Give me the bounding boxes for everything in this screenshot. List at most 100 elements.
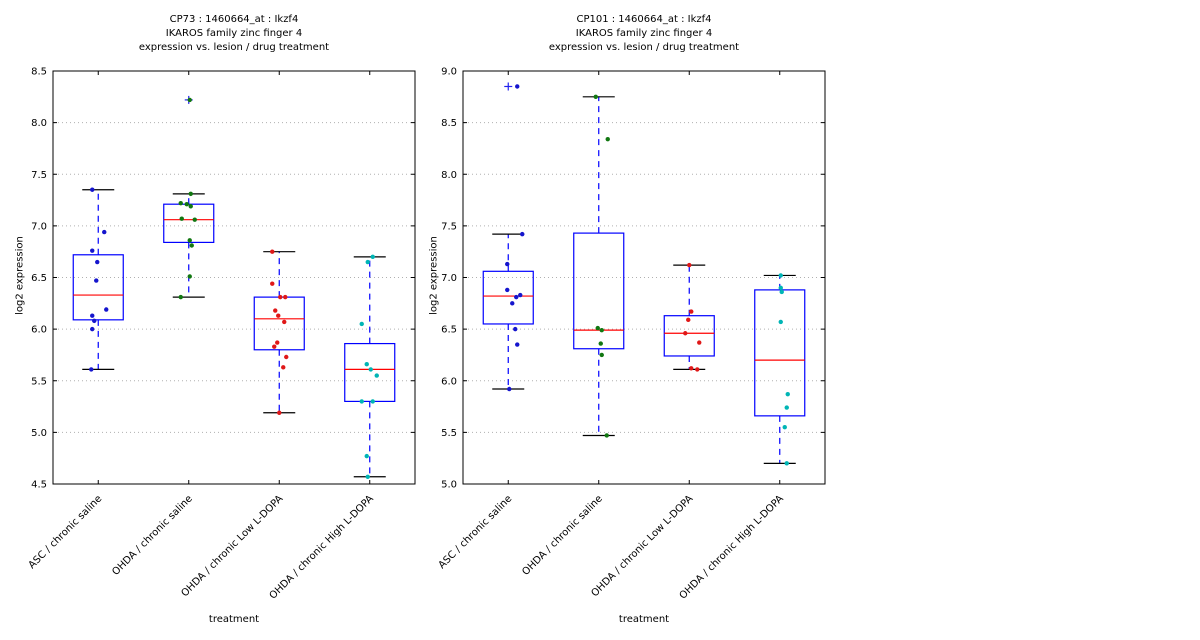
right-title-line2: IKAROS family zinc finger 4 bbox=[575, 28, 713, 39]
x-category-label: OHDA / chronic Low L-DOPA bbox=[179, 493, 285, 599]
data-point bbox=[687, 262, 692, 268]
data-point bbox=[283, 294, 288, 300]
data-point bbox=[515, 84, 520, 89]
data-point bbox=[778, 285, 783, 291]
data-point bbox=[359, 321, 364, 327]
data-point bbox=[782, 425, 787, 430]
data-point bbox=[364, 453, 369, 459]
data-point bbox=[94, 278, 99, 283]
data-point bbox=[784, 405, 789, 410]
data-point bbox=[187, 238, 192, 243]
box-group bbox=[163, 95, 215, 300]
box bbox=[163, 203, 215, 243]
data-point bbox=[270, 249, 275, 254]
y-tick-label: 5.5 bbox=[31, 376, 47, 387]
data-point bbox=[270, 281, 275, 286]
left-y-axis-label: log2 expression bbox=[14, 236, 26, 315]
data-point bbox=[90, 248, 95, 253]
y-tick-label: 7.0 bbox=[31, 221, 47, 232]
data-point bbox=[695, 367, 700, 372]
data-point bbox=[507, 386, 512, 392]
y-tick-label: 6.5 bbox=[441, 325, 457, 336]
data-point bbox=[275, 340, 280, 345]
data-point bbox=[605, 136, 610, 142]
y-tick-label: 9.0 bbox=[441, 67, 457, 78]
y-tick-label: 6.5 bbox=[31, 273, 47, 284]
box bbox=[573, 232, 625, 350]
data-point bbox=[368, 367, 373, 372]
data-point bbox=[513, 326, 518, 332]
x-category-label: OHDA / chronic saline bbox=[110, 493, 195, 578]
y-tick-label: 8.0 bbox=[441, 170, 457, 181]
x-category-label: ASC / chronic saline bbox=[437, 493, 515, 571]
x-category-label: OHDA / chronic saline bbox=[520, 493, 605, 578]
data-point bbox=[89, 367, 94, 372]
data-point bbox=[778, 273, 783, 278]
right-chart-title: CP101 : 1460664_at : Ikzf4 IKAROS family… bbox=[463, 13, 825, 55]
data-point bbox=[284, 354, 289, 360]
data-point bbox=[90, 187, 95, 192]
y-tick-label: 5.0 bbox=[441, 480, 457, 491]
data-point bbox=[604, 433, 609, 438]
data-point bbox=[370, 254, 375, 260]
box bbox=[482, 270, 534, 325]
left-plot: 4.5 5.0 5.5 6.0 6.5 7.0 7.5 8.0 8.5 ASC / chronic… bbox=[27, 67, 416, 602]
data-point bbox=[778, 319, 783, 325]
box-group bbox=[253, 249, 305, 415]
data-point bbox=[273, 308, 278, 313]
x-category-label: OHDA / chronic High L-DOPA bbox=[268, 493, 376, 601]
data-point bbox=[689, 366, 694, 371]
y-tick-label: 4.5 bbox=[31, 480, 47, 491]
left-title-line1: CP73 : 1460664_at : Ikzf4 bbox=[169, 14, 299, 25]
data-point bbox=[95, 259, 100, 265]
data-point bbox=[188, 204, 193, 209]
box bbox=[72, 254, 124, 321]
data-point bbox=[359, 399, 364, 404]
y-tick-label: 7.0 bbox=[441, 273, 457, 284]
data-point bbox=[282, 319, 287, 325]
data-point bbox=[374, 373, 379, 378]
data-point bbox=[505, 287, 510, 293]
y-tick-label: 5.5 bbox=[441, 428, 457, 439]
data-point bbox=[514, 294, 519, 300]
data-point bbox=[187, 97, 192, 103]
data-point bbox=[598, 341, 603, 346]
data-point bbox=[505, 261, 510, 267]
data-point bbox=[281, 365, 286, 370]
left-title-line2: IKAROS family zinc finger 4 bbox=[165, 28, 303, 39]
data-point bbox=[784, 461, 789, 466]
box bbox=[663, 315, 715, 357]
box-group bbox=[482, 82, 534, 392]
data-point bbox=[595, 325, 600, 331]
data-point bbox=[599, 327, 604, 333]
y-tick-label: 7.5 bbox=[441, 221, 457, 232]
data-point bbox=[104, 307, 109, 312]
data-point bbox=[365, 259, 370, 265]
box-group bbox=[344, 254, 396, 479]
data-point bbox=[102, 229, 107, 235]
data-point bbox=[90, 326, 95, 332]
data-point bbox=[515, 342, 520, 347]
data-point bbox=[520, 231, 525, 237]
data-point bbox=[370, 399, 375, 404]
data-point bbox=[277, 410, 282, 415]
data-point bbox=[518, 292, 523, 298]
data-point bbox=[689, 309, 694, 314]
data-point bbox=[179, 216, 184, 221]
data-point bbox=[278, 294, 283, 300]
data-point bbox=[189, 243, 194, 248]
y-tick-label: 5.0 bbox=[31, 428, 47, 439]
data-point bbox=[365, 474, 370, 479]
right-plot: 5.0 5.5 6.0 6.5 7.0 7.5 8.0 8.5 9.0 ASC / chronic… bbox=[437, 67, 826, 602]
y-tick-label: 8.5 bbox=[31, 67, 47, 78]
data-point bbox=[187, 274, 192, 279]
y-tick-label: 8.0 bbox=[31, 118, 47, 129]
x-category-label: OHDA / chronic High L-DOPA bbox=[678, 493, 786, 601]
data-point bbox=[686, 317, 691, 323]
box-group bbox=[573, 94, 625, 438]
data-point bbox=[178, 294, 183, 300]
right-title-line3: expression vs. lesion / drug treatment bbox=[548, 42, 740, 53]
left-x-axis-label: treatment bbox=[208, 614, 260, 625]
